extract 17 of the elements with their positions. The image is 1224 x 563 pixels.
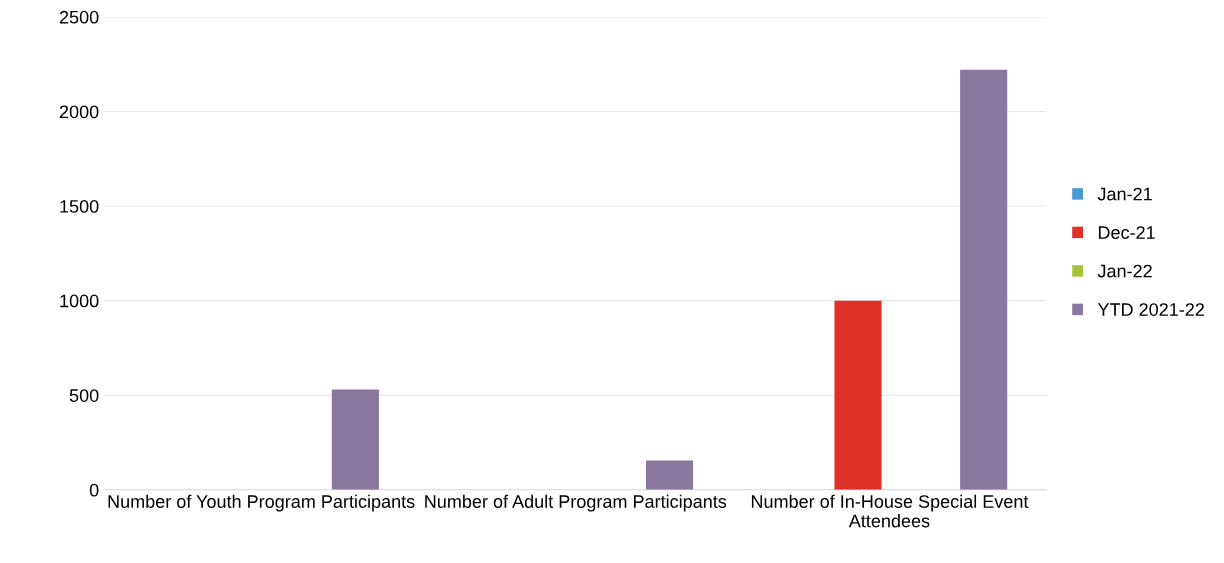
y-tick-label: 500 bbox=[69, 389, 99, 402]
y-tick-label: 2500 bbox=[59, 10, 99, 24]
legend-label: Jan-22 bbox=[1097, 264, 1152, 278]
legend-label: YTD 2021-22 bbox=[1097, 303, 1204, 316]
bar bbox=[331, 389, 379, 490]
bar bbox=[834, 300, 882, 490]
y-tick-label: 0 bbox=[89, 483, 99, 497]
y-tick-label: 1500 bbox=[60, 199, 99, 213]
legend-label: Dec-21 bbox=[1098, 226, 1155, 239]
y-tick-label: 2000 bbox=[59, 105, 99, 119]
x-tick-label: Number of In-House Special Event Attendees bbox=[751, 494, 1029, 528]
x-tick-label: Number of Adult Program Participants bbox=[425, 494, 727, 512]
bar bbox=[645, 460, 694, 490]
y-tick-label: 1000 bbox=[60, 294, 99, 308]
x-tick-label: Number of Youth Program Participants bbox=[108, 494, 415, 512]
legend-label: Jan-21 bbox=[1097, 187, 1152, 201]
bar bbox=[960, 69, 1008, 490]
